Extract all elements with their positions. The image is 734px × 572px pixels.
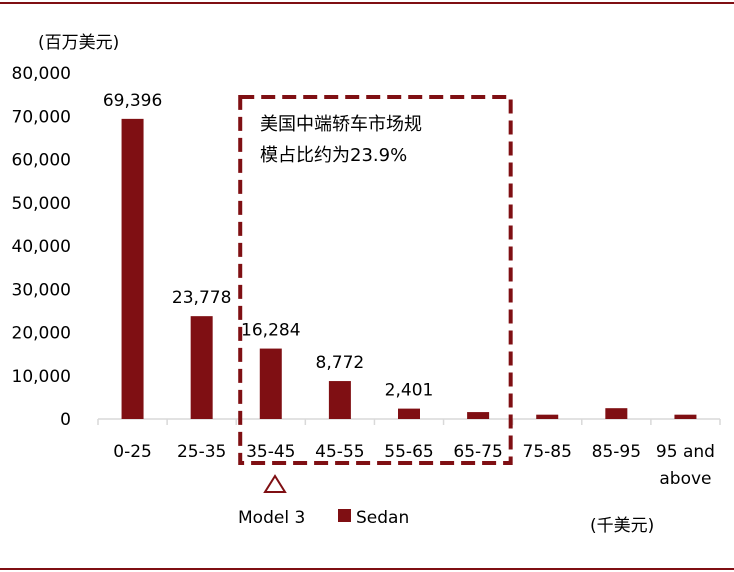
y-tick-label: 20,000 — [12, 324, 71, 344]
x-tick-label: 65-75 — [453, 442, 502, 462]
x-tick-label: 25-35 — [177, 442, 226, 462]
x-tick-label: 95 and above — [656, 442, 715, 489]
bar-25-35 — [190, 316, 213, 419]
highlight-dashed-box — [238, 95, 513, 465]
data-label: 16,284 — [241, 321, 300, 341]
x-tick-label: 75-85 — [523, 442, 572, 462]
legend-label-sedan: Sedan — [356, 508, 409, 528]
bar-95-and-above — [674, 414, 697, 419]
bar-0-25 — [121, 118, 144, 419]
x-tick-label: 85-95 — [592, 442, 641, 462]
x-tick-label: 55-65 — [384, 442, 433, 462]
bar-45-55 — [328, 381, 351, 419]
x-tick-label: 0-25 — [113, 442, 152, 462]
data-label: 23,778 — [172, 288, 231, 308]
y-tick-label: 10,000 — [12, 367, 71, 387]
x-axis-unit-label: (千美元) — [590, 516, 654, 536]
legend-marker-model-3 — [263, 474, 287, 493]
x-tick-label: 35-45 — [246, 442, 295, 462]
bar-55-65 — [398, 408, 420, 419]
y-tick-label: 60,000 — [12, 151, 71, 171]
bottom-border-line — [0, 568, 734, 570]
bar-65-75 — [467, 412, 490, 419]
x-axis-tick-marks — [97, 419, 721, 425]
y-tick-label: 80,000 — [12, 64, 71, 84]
legend-marker-sedan — [338, 509, 351, 522]
bar-85-95 — [605, 408, 628, 419]
bar-75-85 — [536, 414, 559, 419]
y-tick-label: 40,000 — [12, 237, 71, 257]
x-axis-tick-labels: 0-25 25-35 35-45 45-55 55-65 65-75 75-85 85-95 9… — [113, 442, 715, 489]
data-label: 8,772 — [316, 353, 365, 373]
top-border-line — [0, 2, 734, 4]
y-tick-label: 70,000 — [12, 107, 71, 127]
data-label: 2,401 — [385, 381, 434, 401]
bar-series-sedan — [121, 118, 697, 419]
data-label: 69,396 — [103, 91, 162, 111]
y-tick-label: 0 — [60, 410, 71, 430]
y-axis-ticks: 0 10,000 20,000 30,000 40,000 50,000 60,000 70,… — [12, 64, 71, 430]
y-tick-label: 50,000 — [12, 194, 71, 214]
legend-label-model-3: Model 3 — [238, 508, 305, 528]
y-axis-unit-label: (百万美元) — [38, 33, 119, 53]
data-labels: 69,396 23,778 16,284 8,772 2,401 — [103, 91, 434, 401]
callout-text-line-2: 模占比约为23.9% — [260, 145, 407, 166]
y-tick-label: 30,000 — [12, 280, 71, 300]
bar-35-45 — [259, 348, 282, 419]
x-tick-label: 45-55 — [315, 442, 364, 462]
legend: Model 3 Sedan — [238, 474, 409, 528]
callout-text-line-1: 美国中端轿车市场规 — [260, 114, 422, 135]
